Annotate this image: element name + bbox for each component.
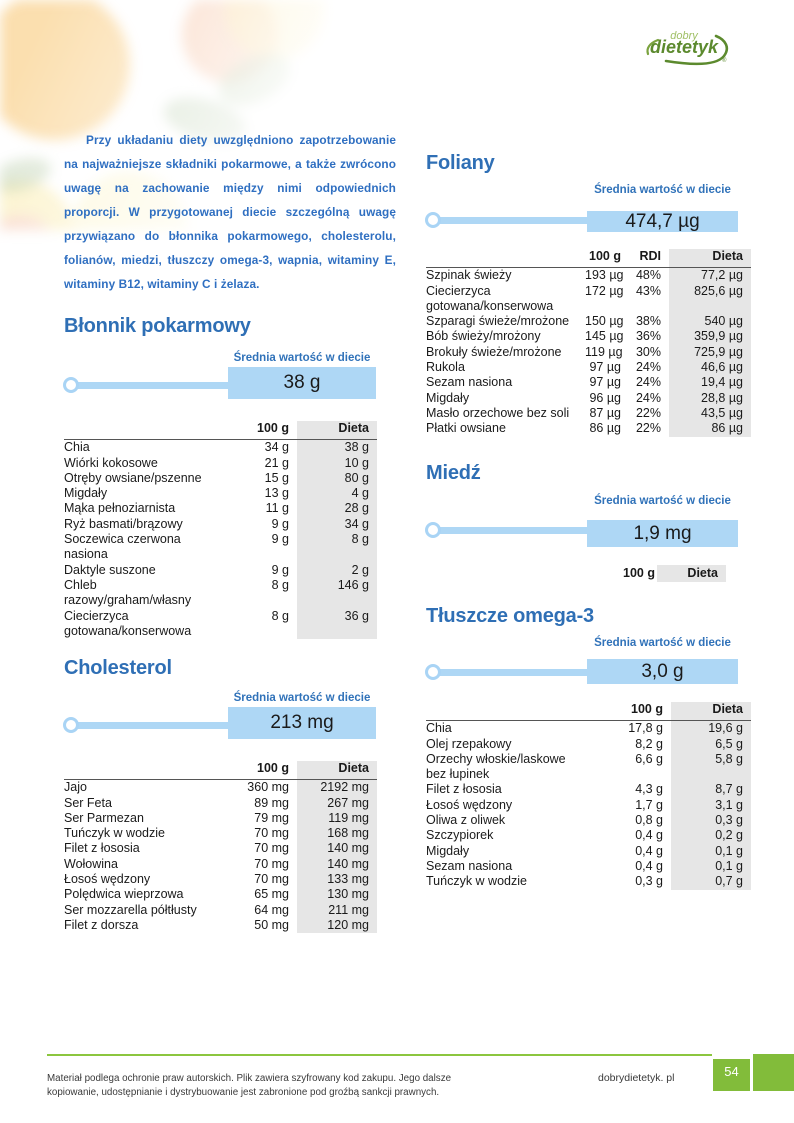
svg-text:®: ®	[722, 57, 727, 64]
svg-text:dietetyk: dietetyk	[650, 37, 719, 57]
